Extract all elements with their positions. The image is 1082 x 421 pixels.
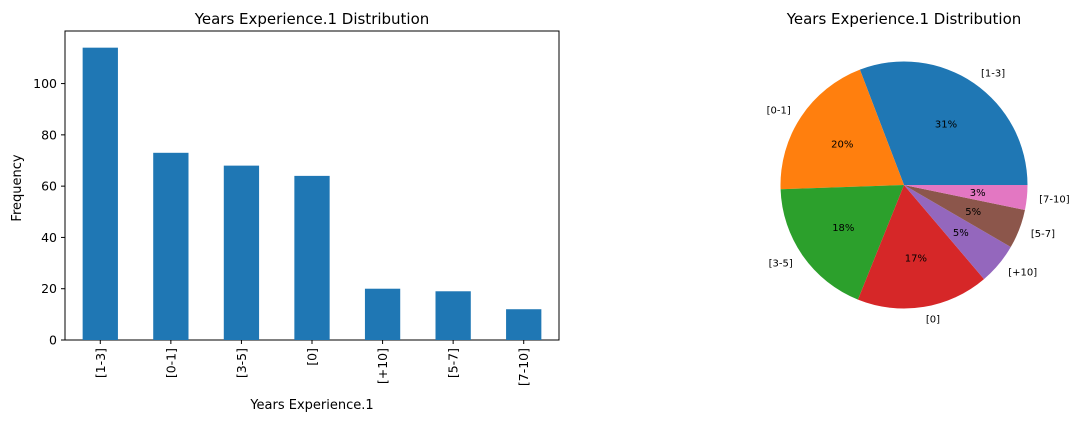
bar-y-tick-label: 40 (41, 230, 57, 245)
pie-slice-3-5 (780, 185, 904, 300)
pie-slice-7-10 (904, 185, 1028, 210)
bar-x-axis-label: Years Experience.1 (249, 398, 373, 413)
bar-x-tick-label: [0] (305, 348, 320, 366)
bar-5-7 (435, 291, 471, 340)
bar-x-tick-label: [0-1] (163, 348, 178, 378)
bar-1-3 (82, 47, 118, 341)
bar-x-ticks: [1-3] [0-1] [3-5] [0] [+10] [5-7] [7-10] (93, 340, 531, 386)
pie-category-label: [7-10] (1039, 194, 1070, 205)
bar-y-tick-label: 0 (49, 333, 57, 348)
pie-labels: [1-3] 31% [0-1] 20% [3-5] 18% [0] 17% [+10] 5% [5-… (767, 69, 1070, 326)
pie-percent-label: 5% (953, 228, 969, 239)
bar-x-tick-label: [+10] (375, 348, 390, 384)
pie-category-label: [0] (926, 315, 940, 326)
pie-percent-label: 20% (831, 140, 853, 151)
pie-chart-title: Years Experience.1 Distribution (786, 10, 1022, 28)
bar-y-axis-label: Frequency (10, 154, 25, 221)
bar-chart-title: Years Experience.1 Distribution (194, 10, 430, 28)
pie-percent-label: 18% (832, 223, 854, 234)
pie-slice-1-3 (859, 61, 1028, 185)
bar-y-tick-label: 20 (41, 281, 57, 296)
bar-marks (82, 47, 542, 341)
bar-0-1 (153, 152, 189, 340)
pie-slices (780, 61, 1028, 309)
bar-x-tick-label: [5-7] (446, 348, 461, 378)
bar-x-tick-label: [7-10] (516, 348, 531, 386)
pie-category-label: [5-7] (1031, 229, 1055, 240)
bar-y-tick-label: 100 (33, 76, 57, 91)
pie-category-label: [0-1] (767, 105, 791, 116)
pie-percent-label: 5% (965, 207, 981, 218)
pie-slice-5-7 (904, 185, 1025, 248)
pie-category-label: [3-5] (769, 258, 793, 269)
pie-slice-0 (857, 185, 985, 309)
bar-10 (364, 288, 401, 340)
bar-y-tick-label: 60 (41, 179, 57, 194)
bar-x-tick-label: [3-5] (234, 348, 249, 378)
bar-y-tick-label: 80 (41, 127, 57, 142)
pie-chart: Years Experience.1 Distribution [1-3] 31%… (767, 10, 1070, 326)
pie-slice-0-1 (780, 69, 904, 190)
bar-0 (294, 175, 330, 340)
bar-3-5 (223, 165, 260, 340)
bar-7-10 (506, 309, 542, 340)
pie-percent-label: 31% (935, 119, 957, 130)
pie-percent-label: 3% (970, 188, 986, 199)
bar-x-tick-label: [1-3] (93, 348, 108, 378)
pie-percent-label: 17% (905, 254, 927, 265)
pie-category-label: [1-3] (981, 69, 1005, 80)
pie-category-label: [+10] (1008, 268, 1037, 279)
bar-chart: Years Experience.1 Distribution 0 20 40 60 8… (10, 10, 560, 413)
pie-slice-10 (904, 185, 1011, 280)
bar-y-ticks: 0 20 40 60 80 100 (33, 76, 65, 348)
